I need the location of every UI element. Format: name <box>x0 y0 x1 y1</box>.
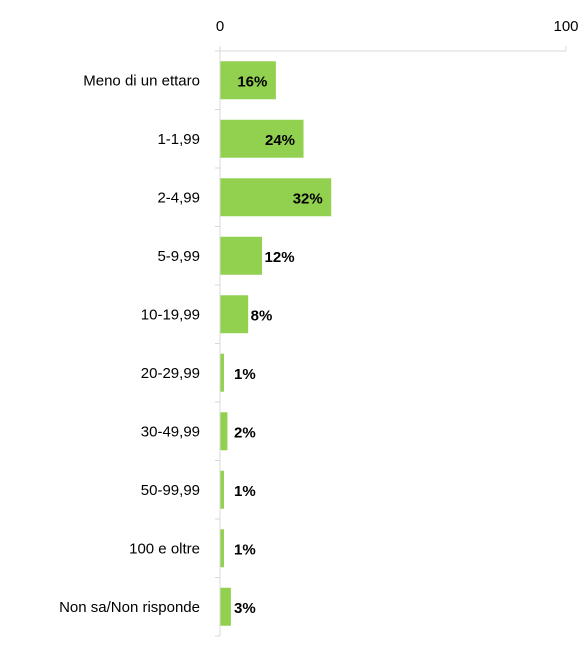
bar <box>220 470 224 509</box>
data-label: 1% <box>234 366 256 383</box>
category-label: Meno di un ettaro <box>83 72 200 89</box>
data-label: 32% <box>293 190 323 207</box>
category-label: 20-29,99 <box>141 365 200 382</box>
category-labels: Meno di un ettaro 1-1,99 2-4,99 5-9,99 10-19… <box>59 72 200 616</box>
x-tick-label: 100 <box>553 18 578 35</box>
bar <box>220 119 304 158</box>
bar <box>220 61 276 100</box>
data-label: 2% <box>234 424 256 441</box>
bar <box>220 529 224 568</box>
category-label: 30-49,99 <box>141 423 200 440</box>
bar <box>220 412 228 451</box>
data-labels: 16% 24% 32% 12% 8% 1% 2% 1% 1% 3% <box>234 73 323 617</box>
bar <box>220 295 249 334</box>
bar <box>220 236 263 275</box>
bar <box>220 353 224 392</box>
data-label: 1% <box>234 483 256 500</box>
category-label: 5-9,99 <box>157 248 200 265</box>
data-label: 1% <box>234 541 256 558</box>
data-label: 8% <box>251 307 273 324</box>
bar <box>220 178 332 217</box>
category-label: 50-99,99 <box>141 482 200 499</box>
category-label: 1-1,99 <box>157 131 200 148</box>
bars <box>220 61 332 626</box>
data-label: 12% <box>265 249 295 266</box>
category-label: 10-19,99 <box>141 306 200 323</box>
data-label: 3% <box>234 600 256 617</box>
category-label: 100 e oltre <box>129 540 200 557</box>
category-label: Non sa/Non risponde <box>59 599 200 616</box>
bar <box>220 587 231 626</box>
data-label: 24% <box>265 132 295 149</box>
x-tick-label: 0 <box>216 18 224 35</box>
x-axis-ticks: 0 100 <box>216 18 579 51</box>
category-label: 2-4,99 <box>157 189 200 206</box>
data-label: 16% <box>237 73 267 90</box>
axes <box>215 50 566 637</box>
